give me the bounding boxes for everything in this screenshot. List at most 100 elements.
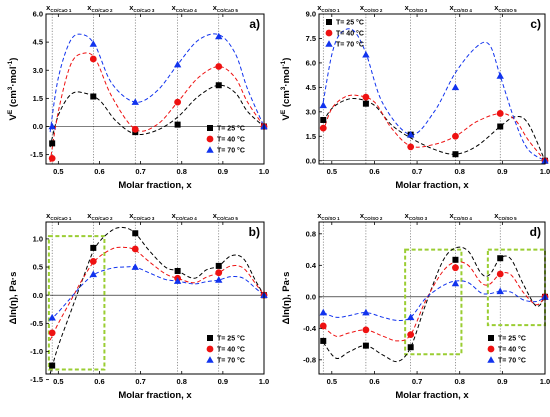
data-point — [215, 63, 223, 70]
data-point — [407, 331, 415, 339]
legend-marker — [206, 356, 214, 363]
data-point — [131, 263, 139, 270]
x-tick-label: 0.8 — [454, 377, 464, 386]
legend-entry: T= 70 °C — [217, 357, 245, 365]
legend: T= 25 °C T= 40 °C T= 70 °C — [206, 125, 245, 155]
y-tick-label: 0.8 — [306, 229, 316, 238]
y-tick-label: -0.5 — [30, 319, 43, 328]
data-point — [49, 362, 56, 369]
data-point — [215, 262, 222, 269]
data-point — [48, 313, 56, 321]
legend-marker — [325, 40, 333, 47]
data-point — [406, 313, 415, 321]
top-composition-label: xCO/SO 4 — [449, 3, 472, 13]
chart-panel-d: 0.5 0.6 0.7 0.8 0.9 1.0-0.8-0.40.00.40.8xCO/S… — [281, 211, 550, 401]
top-composition-label: xCO/CaO 1 — [46, 3, 72, 13]
data-point — [89, 40, 98, 47]
data-point — [48, 122, 56, 130]
top-composition-label: xCO/SO 2 — [360, 3, 383, 13]
y-tick-label: 6.0 — [33, 10, 43, 19]
highlight-box — [404, 248, 463, 356]
data-point — [452, 256, 459, 263]
top-composition-label: xCO/SO 4 — [449, 211, 472, 221]
data-point — [320, 116, 327, 123]
y-tick-label: 0.0 — [33, 291, 43, 300]
y-tick-label: 0.0 — [306, 156, 316, 165]
y-tick-label: 0.0 — [306, 292, 316, 301]
y-tick-label: 3.0 — [33, 66, 43, 75]
data-point — [215, 276, 223, 283]
data-point — [319, 308, 327, 316]
top-composition-label: xCO/CaO 3 — [129, 211, 155, 221]
plot-frame — [318, 13, 546, 165]
data-point — [173, 60, 182, 68]
data-point — [320, 337, 327, 344]
chart-panel-c: 0.5 0.6 0.7 0.8 0.9 1.00.01.53.04.56.07.59.0x… — [280, 3, 550, 191]
legend-marker — [487, 356, 495, 363]
highlight-box — [47, 235, 106, 371]
legend: T= 25 °C T= 40 °C T= 70 °C — [487, 335, 526, 365]
data-point — [407, 344, 414, 351]
panel-label: b) — [249, 225, 260, 239]
top-composition-label: xCO/CaO 2 — [87, 211, 113, 221]
top-composition-label: xCO/CaO 3 — [129, 3, 155, 13]
y-axis-label: Δln(η), Pa·s — [8, 272, 19, 325]
chart-panel-a: 0.5 0.6 0.7 0.8 0.9 1.0-1.50.01.53.04.56.0xCO… — [7, 3, 269, 191]
y-tick-label: 0.0 — [33, 122, 43, 131]
y-tick-label: 6.0 — [306, 59, 316, 68]
x-tick-label: 0.7 — [135, 167, 145, 176]
panel-label: a) — [249, 17, 260, 31]
legend-entry: T= 25 °C — [336, 19, 364, 27]
data-point — [496, 287, 504, 295]
panel-label: c) — [530, 17, 541, 31]
y-tick-label: -0.4 — [303, 324, 317, 333]
y-axis-label: VE (cm3·mol-1) — [7, 58, 19, 121]
data-point — [362, 100, 369, 107]
series-curve — [322, 28, 545, 162]
y-tick-label: -1.0 — [30, 347, 43, 356]
x-tick-label: 0.5 — [53, 377, 63, 386]
legend-marker — [488, 335, 494, 341]
top-composition-label: xCO/SO 1 — [317, 3, 340, 13]
data-point — [48, 329, 56, 337]
series-curve — [323, 280, 545, 321]
x-tick-label: 0.9 — [497, 167, 507, 176]
x-tick-label: 0.9 — [497, 377, 507, 386]
series-curve — [49, 226, 264, 374]
data-point — [131, 125, 139, 133]
y-tick-label: 3.0 — [306, 107, 316, 116]
x-axis-label: Molar fraction, x — [395, 180, 469, 191]
legend-marker — [207, 125, 213, 131]
x-tick-label: 0.6 — [94, 167, 104, 176]
x-tick-label: 1.0 — [540, 377, 550, 386]
top-composition-label: xCO/SO 3 — [405, 211, 428, 221]
top-composition-label: xCO/CaO 5 — [213, 211, 239, 221]
data-point — [89, 258, 97, 265]
x-axis-label: Molar fraction, x — [118, 180, 192, 191]
data-point — [48, 154, 56, 162]
data-point — [407, 143, 415, 151]
legend-marker — [207, 335, 213, 341]
x-tick-label: 0.5 — [327, 167, 337, 176]
series-curve — [322, 261, 545, 342]
data-point — [319, 124, 327, 132]
data-point — [131, 245, 139, 253]
x-tick-label: 0.5 — [53, 167, 63, 176]
highlight-box — [486, 248, 547, 327]
legend-marker — [326, 19, 332, 25]
y-tick-label: 4.5 — [33, 38, 43, 47]
x-tick-label: 0.9 — [218, 377, 228, 386]
data-point — [362, 308, 370, 316]
series-curve — [322, 94, 545, 162]
x-tick-label: 0.6 — [369, 377, 379, 386]
data-point — [174, 267, 181, 274]
series-curve — [49, 266, 264, 321]
legend-entry: T= 40 °C — [498, 346, 526, 354]
data-point — [496, 110, 504, 117]
x-tick-label: 1.0 — [259, 377, 269, 386]
legend-marker — [206, 135, 214, 143]
y-tick-label: 1.5 — [306, 132, 316, 141]
series-curve — [49, 84, 264, 148]
top-composition-label: xCO/CaO 1 — [46, 211, 72, 221]
